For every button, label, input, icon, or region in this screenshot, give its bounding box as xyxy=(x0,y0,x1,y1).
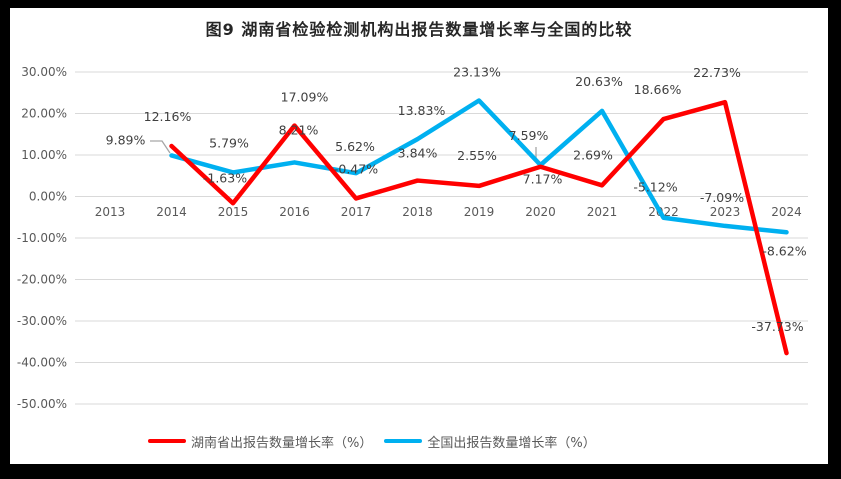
data-label: 20.63% xyxy=(575,74,623,89)
data-label: 2.55% xyxy=(457,148,497,163)
y-axis-tick-label: 30.00% xyxy=(21,65,67,79)
data-label: 7.17% xyxy=(523,172,563,187)
data-label: 23.13% xyxy=(453,65,501,80)
legend-label-hunan: 湖南省出报告数量增长率（%） xyxy=(191,435,373,451)
data-label: -8.62% xyxy=(762,243,806,258)
x-axis-tick-label: 2021 xyxy=(587,205,618,219)
label-leader-line xyxy=(150,140,171,154)
data-label: 17.09% xyxy=(281,90,329,105)
x-axis-tick-label: 2020 xyxy=(525,205,556,219)
legend-swatch-blue-line xyxy=(384,439,423,443)
data-label: 12.16% xyxy=(144,109,192,124)
x-axis-tick-label: 2016 xyxy=(279,205,310,219)
data-label: 13.83% xyxy=(398,103,446,118)
data-label: 3.84% xyxy=(398,146,438,161)
y-axis-tick-label: -20.00% xyxy=(17,273,67,287)
x-axis-tick-label: 2015 xyxy=(218,205,249,219)
y-axis-tick-label: -50.00% xyxy=(17,397,67,411)
legend-item-hunan: 湖南省出报告数量增长率（%） xyxy=(148,432,372,451)
x-axis-tick-label: 2023 xyxy=(710,205,741,219)
legend-item-national: 全国出报告数量增长率（%） xyxy=(384,432,596,451)
data-label: -1.63% xyxy=(203,170,247,185)
x-axis-tick-label: 2017 xyxy=(341,205,372,219)
y-axis-tick-label: 10.00% xyxy=(21,148,67,162)
data-label: 5.79% xyxy=(209,135,249,150)
x-axis-tick-label: 2014 xyxy=(156,205,187,219)
x-axis-tick-label: 2013 xyxy=(95,205,126,219)
data-label: 2.69% xyxy=(573,147,613,162)
data-label: 18.66% xyxy=(634,82,682,97)
series-line xyxy=(169,98,789,235)
data-label: 9.89% xyxy=(106,132,146,147)
x-axis-tick-label: 2018 xyxy=(402,205,433,219)
y-axis-tick-label: 20.00% xyxy=(21,107,67,121)
data-label: -0.47% xyxy=(334,161,378,176)
y-axis-tick-label: -30.00% xyxy=(17,314,67,328)
chart-canvas xyxy=(10,8,828,464)
y-axis-tick-label: -40.00% xyxy=(17,356,67,370)
chart-legend: 湖南省出报告数量增长率（%） 全国出报告数量增长率（%） xyxy=(148,432,596,451)
x-axis-tick-label: 2024 xyxy=(771,205,802,219)
data-label: 22.73% xyxy=(693,65,741,80)
legend-label-national: 全国出报告数量增长率（%） xyxy=(427,435,596,451)
data-label: -5.12% xyxy=(633,180,677,195)
series-line xyxy=(169,99,789,356)
y-axis-tick-label: 0.00% xyxy=(29,190,67,204)
data-label: -7.09% xyxy=(700,190,744,205)
legend-swatch-red-line xyxy=(148,439,186,443)
y-axis-tick-label: -10.00% xyxy=(17,231,67,245)
data-label: 8.21% xyxy=(279,122,319,137)
x-axis-tick-label: 2019 xyxy=(464,205,495,219)
data-label: -37.73% xyxy=(751,319,803,334)
data-label: 5.62% xyxy=(335,139,375,154)
chart-title: 图9 湖南省检验检测机构出报告数量增长率与全国的比较 xyxy=(205,20,633,39)
data-label: 7.59% xyxy=(509,128,549,143)
